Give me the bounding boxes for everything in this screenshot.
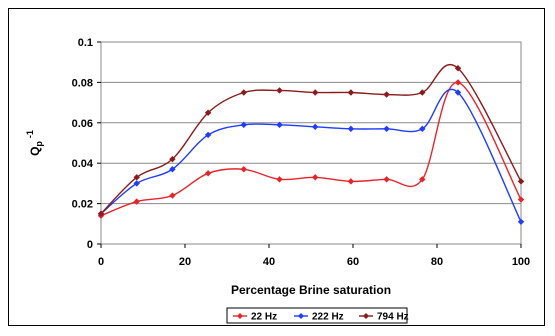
data-point [240, 166, 247, 173]
x-tick-labels: 0 20 40 60 80 100 [98, 256, 530, 268]
data-point [383, 125, 390, 133]
data-point [517, 178, 525, 185]
data-point [169, 166, 176, 173]
y-tick-label: 0.02 [72, 199, 93, 211]
data-point [383, 91, 390, 98]
data-point [240, 121, 247, 129]
data-point [169, 155, 176, 163]
legend-item: 794 Hz [359, 312, 409, 323]
data-point [240, 89, 247, 96]
legend-swatch-marker [363, 313, 369, 319]
data-point [454, 65, 462, 72]
legend-items: 22 Hz 222 Hz 794 Hz [233, 312, 409, 323]
data-point [97, 210, 105, 217]
x-tick-label: 100 [512, 256, 530, 268]
x-tick-label: 40 [263, 256, 275, 268]
data-point [347, 125, 355, 133]
legend-swatch-marker [298, 313, 304, 319]
data-point [454, 79, 462, 86]
y-tick-label: 0.06 [72, 118, 93, 130]
x-axis-title: Percentage Brine saturation [231, 283, 391, 297]
y-tick-label: 0 [87, 239, 93, 251]
data-point [419, 89, 426, 96]
data-point [204, 170, 212, 177]
data-point [169, 192, 176, 199]
data-point [312, 174, 319, 181]
legend-item: 22 Hz [233, 312, 277, 323]
legend-label: 22 Hz [251, 312, 277, 323]
series-22-hz [97, 79, 525, 219]
y-tick-label: 0.08 [72, 77, 93, 89]
data-point [276, 176, 283, 183]
data-point [312, 89, 319, 96]
data-point [133, 180, 140, 187]
series-layer [97, 64, 525, 225]
data-point [517, 196, 525, 203]
y-axis-title: Qp -1 [25, 130, 44, 156]
data-point [517, 218, 525, 225]
legend-item: 222 Hz [294, 312, 344, 323]
legend-label: 222 Hz [312, 312, 344, 323]
legend: 22 Hz 222 Hz 794 Hz [226, 307, 409, 324]
data-point [454, 89, 462, 96]
data-point [312, 123, 319, 131]
data-point [419, 176, 426, 183]
x-tick-label: 20 [179, 256, 191, 268]
y-tick-labels: 0 0.02 0.04 0.06 0.08 0.1 [72, 37, 94, 251]
chart-frame: 0 20 40 60 80 100 0 0.02 0.04 0.06 0.08 0.1 Percen… [8, 8, 545, 326]
y-tick-label: 0.1 [78, 37, 93, 49]
y-axis-title-superscript: -1 [25, 130, 35, 138]
legend-box [226, 307, 408, 324]
data-point [419, 125, 426, 133]
data-point [383, 176, 390, 183]
data-point [204, 109, 212, 116]
y-axis-title-main: Q [28, 147, 42, 156]
legend-label: 794 Hz [377, 312, 409, 323]
series-794-hz [97, 64, 525, 217]
data-point [276, 87, 283, 94]
gridlines [97, 41, 522, 248]
data-point [276, 121, 283, 129]
data-point [347, 89, 355, 96]
data-point [204, 131, 212, 139]
series-222-hz [97, 88, 525, 225]
legend-swatch-marker [237, 313, 243, 319]
x-tick-label: 0 [98, 256, 104, 268]
x-tick-label: 80 [431, 256, 443, 268]
plot-area [100, 41, 522, 245]
y-tick-label: 0.04 [72, 158, 94, 170]
data-point [347, 178, 355, 185]
data-point [133, 174, 140, 181]
data-point [133, 198, 140, 205]
x-tick-label: 60 [347, 256, 359, 268]
line-chart: 0 20 40 60 80 100 0 0.02 0.04 0.06 0.08 0.1 Percen… [25, 37, 530, 324]
y-axis-title-subscript: p [34, 141, 44, 147]
